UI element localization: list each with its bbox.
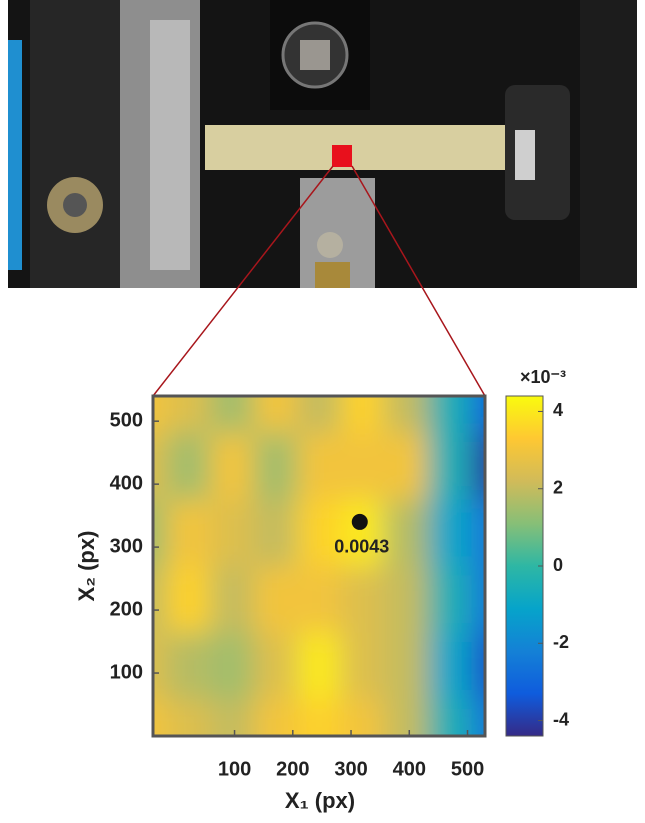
field-cell xyxy=(210,633,255,701)
field-cell xyxy=(297,566,342,634)
field-cell xyxy=(167,566,212,634)
field-cell xyxy=(254,433,299,501)
field-cell xyxy=(341,633,386,701)
x-tick-label: 500 xyxy=(451,758,484,780)
figure: ×10⁻³ X₁ (px) X₂ (px) 100 200 300 400 500 100… xyxy=(0,0,645,823)
field-cell xyxy=(254,499,299,567)
field-cell xyxy=(341,699,386,767)
field-cell xyxy=(297,633,342,701)
y-axis-label: X₂ (px) xyxy=(74,531,99,602)
y-tick-label: 200 xyxy=(110,598,143,620)
contour-field xyxy=(123,366,516,767)
y-tick-label: 400 xyxy=(110,472,143,494)
field-cell xyxy=(254,633,299,701)
field-cell xyxy=(428,366,473,434)
field-cell xyxy=(341,366,386,434)
colorbar-label: ×10⁻³ xyxy=(520,367,566,387)
x-tick-label: 300 xyxy=(334,758,367,780)
marker-label: 0.0043 xyxy=(334,537,389,557)
y-tick-label: 300 xyxy=(110,535,143,557)
field-cell xyxy=(210,566,255,634)
field-cell xyxy=(210,366,255,434)
field-cell xyxy=(167,499,212,567)
field-cell xyxy=(254,566,299,634)
colorbar-tick-label: -2 xyxy=(553,632,569,652)
field-cell xyxy=(384,633,429,701)
field-cell xyxy=(428,566,473,634)
field-cell xyxy=(384,366,429,434)
field-cell xyxy=(254,366,299,434)
field-cell xyxy=(297,699,342,767)
field-cell xyxy=(428,499,473,567)
field-cell xyxy=(210,499,255,567)
field-cell xyxy=(297,433,342,501)
field-cell xyxy=(167,633,212,701)
field-cell xyxy=(384,566,429,634)
page: {"chart_data":{"type":"contour", "x_labe… xyxy=(0,0,645,823)
x-tick-label: 200 xyxy=(276,758,309,780)
field-cell xyxy=(123,699,168,767)
field-cell xyxy=(428,699,473,767)
field-cell xyxy=(210,699,255,767)
field-cell xyxy=(341,566,386,634)
colorbar-tick-label: 2 xyxy=(553,477,563,497)
field-cell xyxy=(167,699,212,767)
photo xyxy=(8,0,637,288)
colorbar-tick-label: 4 xyxy=(553,400,563,420)
colorbar xyxy=(506,396,543,736)
field-cell xyxy=(297,499,342,567)
field-cell xyxy=(384,433,429,501)
field-cell xyxy=(341,499,386,567)
x-axis-label: X₁ (px) xyxy=(285,788,355,813)
field-cell xyxy=(297,366,342,434)
colorbar-tick-label: -4 xyxy=(553,709,569,729)
x-tick-label: 100 xyxy=(218,758,251,780)
x-tick-label: 400 xyxy=(393,758,426,780)
field-cell xyxy=(428,433,473,501)
y-tick-label: 500 xyxy=(110,409,143,431)
field-cell xyxy=(428,633,473,701)
field-cell xyxy=(167,433,212,501)
colorbar-tick-label: 0 xyxy=(553,555,563,575)
field-cell xyxy=(254,699,299,767)
field-cell xyxy=(384,499,429,567)
marker-point xyxy=(352,514,368,530)
y-tick-label: 100 xyxy=(110,661,143,683)
field-cell xyxy=(384,699,429,767)
field-cell xyxy=(167,366,212,434)
field-cell xyxy=(210,433,255,501)
field-cell xyxy=(341,433,386,501)
